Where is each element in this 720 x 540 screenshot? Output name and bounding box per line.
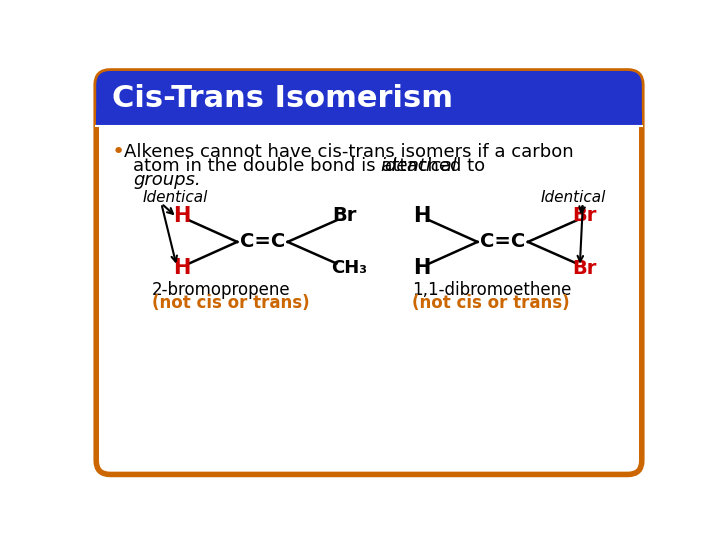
Text: H: H xyxy=(173,258,190,278)
Text: Identical: Identical xyxy=(541,190,606,205)
Text: Br: Br xyxy=(572,206,597,225)
Text: CH₃: CH₃ xyxy=(331,259,367,277)
Text: H: H xyxy=(413,258,431,278)
Bar xyxy=(96,111,642,125)
Text: groups.: groups. xyxy=(133,171,201,190)
Text: Br: Br xyxy=(332,206,356,225)
Text: Alkenes cannot have cis-trans isomers if a carbon: Alkenes cannot have cis-trans isomers if… xyxy=(124,143,574,161)
Text: Cis-Trans Isomerism: Cis-Trans Isomerism xyxy=(112,84,453,113)
Text: H: H xyxy=(173,206,190,226)
Text: identical: identical xyxy=(381,158,457,176)
Text: (not cis or trans): (not cis or trans) xyxy=(152,294,310,313)
FancyBboxPatch shape xyxy=(96,71,642,125)
Text: C=C: C=C xyxy=(240,232,285,252)
Text: H: H xyxy=(413,206,431,226)
Text: atom in the double bond is attached to: atom in the double bond is attached to xyxy=(133,158,491,176)
Text: C=C: C=C xyxy=(480,232,526,252)
Text: 1,1-dibromoethene: 1,1-dibromoethene xyxy=(412,281,571,299)
Text: •: • xyxy=(112,142,125,162)
Text: Identical: Identical xyxy=(143,190,208,205)
FancyBboxPatch shape xyxy=(96,71,642,475)
Text: 2-bromopropene: 2-bromopropene xyxy=(152,281,291,299)
Text: Br: Br xyxy=(572,259,597,278)
Text: (not cis or trans): (not cis or trans) xyxy=(412,294,570,313)
